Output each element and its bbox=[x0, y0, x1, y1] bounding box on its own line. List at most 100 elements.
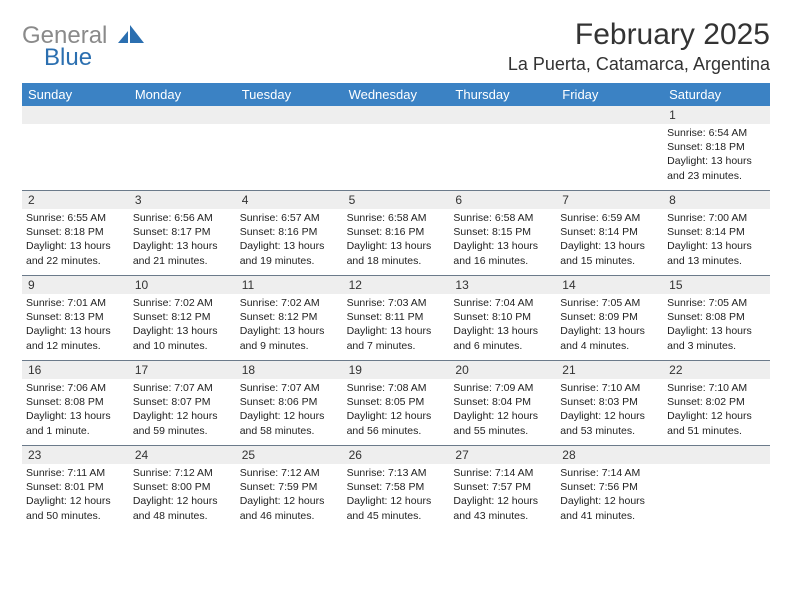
calendar-day: 13 Sunrise: 7:04 AMSunset: 8:10 PMDayligh… bbox=[449, 276, 556, 360]
daylight-text: Daylight: 12 hours and 46 minutes. bbox=[240, 494, 339, 522]
day-details: Sunrise: 7:05 AMSunset: 8:08 PMDaylight:… bbox=[667, 296, 766, 353]
sunset-text: Sunset: 8:13 PM bbox=[26, 310, 125, 324]
sunrise-text: Sunrise: 7:13 AM bbox=[347, 466, 446, 480]
calendar-day: 27 Sunrise: 7:14 AMSunset: 7:57 PMDayligh… bbox=[449, 446, 556, 530]
daylight-text: Daylight: 12 hours and 53 minutes. bbox=[560, 409, 659, 437]
sunrise-text: Sunrise: 7:10 AM bbox=[560, 381, 659, 395]
sunrise-text: Sunrise: 6:57 AM bbox=[240, 211, 339, 225]
day-details: Sunrise: 6:59 AMSunset: 8:14 PMDaylight:… bbox=[560, 211, 659, 268]
day-number: 21 bbox=[556, 361, 663, 379]
weekday-label: Friday bbox=[556, 83, 663, 106]
sunrise-text: Sunrise: 7:09 AM bbox=[453, 381, 552, 395]
sunrise-text: Sunrise: 7:14 AM bbox=[453, 466, 552, 480]
day-number: 12 bbox=[343, 276, 450, 294]
sunrise-text: Sunrise: 7:08 AM bbox=[347, 381, 446, 395]
day-details: Sunrise: 7:11 AMSunset: 8:01 PMDaylight:… bbox=[26, 466, 125, 523]
sunset-text: Sunset: 8:09 PM bbox=[560, 310, 659, 324]
day-details: Sunrise: 7:06 AMSunset: 8:08 PMDaylight:… bbox=[26, 381, 125, 438]
day-details: Sunrise: 7:14 AMSunset: 7:56 PMDaylight:… bbox=[560, 466, 659, 523]
weekday-label: Tuesday bbox=[236, 83, 343, 106]
daylight-text: Daylight: 13 hours and 13 minutes. bbox=[667, 239, 766, 267]
day-number: 22 bbox=[663, 361, 770, 379]
day-details: Sunrise: 7:14 AMSunset: 7:57 PMDaylight:… bbox=[453, 466, 552, 523]
day-number: 10 bbox=[129, 276, 236, 294]
day-details: Sunrise: 6:58 AMSunset: 8:15 PMDaylight:… bbox=[453, 211, 552, 268]
calendar-grid: Sunday Monday Tuesday Wednesday Thursday… bbox=[22, 83, 770, 530]
day-number: 26 bbox=[343, 446, 450, 464]
daylight-text: Daylight: 12 hours and 58 minutes. bbox=[240, 409, 339, 437]
sunset-text: Sunset: 7:57 PM bbox=[453, 480, 552, 494]
calendar-day bbox=[663, 446, 770, 530]
daylight-text: Daylight: 13 hours and 23 minutes. bbox=[667, 154, 766, 182]
daylight-text: Daylight: 12 hours and 43 minutes. bbox=[453, 494, 552, 522]
sunset-text: Sunset: 7:59 PM bbox=[240, 480, 339, 494]
sunset-text: Sunset: 7:58 PM bbox=[347, 480, 446, 494]
weekday-header: Sunday Monday Tuesday Wednesday Thursday… bbox=[22, 83, 770, 106]
calendar-day bbox=[129, 106, 236, 190]
day-number: 20 bbox=[449, 361, 556, 379]
calendar-day: 18Sunrise: 7:07 AMSunset: 8:06 PMDayligh… bbox=[236, 361, 343, 445]
weekday-label: Wednesday bbox=[343, 83, 450, 106]
calendar-day: 8Sunrise: 7:00 AMSunset: 8:14 PMDaylight… bbox=[663, 191, 770, 275]
calendar-day: 16Sunrise: 7:06 AMSunset: 8:08 PMDayligh… bbox=[22, 361, 129, 445]
day-number: 13 bbox=[449, 276, 556, 294]
sunrise-text: Sunrise: 7:07 AM bbox=[240, 381, 339, 395]
daylight-text: Daylight: 13 hours and 7 minutes. bbox=[347, 324, 446, 352]
day-details: Sunrise: 7:10 AMSunset: 8:02 PMDaylight:… bbox=[667, 381, 766, 438]
daylight-text: Daylight: 13 hours and 15 minutes. bbox=[560, 239, 659, 267]
calendar-day: 12Sunrise: 7:03 AMSunset: 8:11 PMDayligh… bbox=[343, 276, 450, 360]
day-number: 2 bbox=[22, 191, 129, 209]
day-number bbox=[663, 446, 770, 464]
daylight-text: Daylight: 13 hours and 22 minutes. bbox=[26, 239, 125, 267]
calendar-day: 9Sunrise: 7:01 AMSunset: 8:13 PMDaylight… bbox=[22, 276, 129, 360]
daylight-text: Daylight: 12 hours and 45 minutes. bbox=[347, 494, 446, 522]
daylight-text: Daylight: 13 hours and 21 minutes. bbox=[133, 239, 232, 267]
daylight-text: Daylight: 12 hours and 41 minutes. bbox=[560, 494, 659, 522]
calendar-page: General Blue February 2025 La Puerta, Ca… bbox=[0, 0, 792, 540]
calendar-day: 3Sunrise: 6:56 AMSunset: 8:17 PMDaylight… bbox=[129, 191, 236, 275]
sunrise-text: Sunrise: 7:10 AM bbox=[667, 381, 766, 395]
calendar-day: 21Sunrise: 7:10 AMSunset: 8:03 PMDayligh… bbox=[556, 361, 663, 445]
calendar-day bbox=[236, 106, 343, 190]
sunset-text: Sunset: 8:07 PM bbox=[133, 395, 232, 409]
weeks-container: 1Sunrise: 6:54 AMSunset: 8:18 PMDaylight… bbox=[22, 106, 770, 530]
day-number: 4 bbox=[236, 191, 343, 209]
calendar-day: 11Sunrise: 7:02 AMSunset: 8:12 PMDayligh… bbox=[236, 276, 343, 360]
sunrise-text: Sunrise: 7:04 AM bbox=[453, 296, 552, 310]
calendar-day bbox=[449, 106, 556, 190]
sunset-text: Sunset: 8:16 PM bbox=[347, 225, 446, 239]
day-number bbox=[556, 106, 663, 124]
calendar-day: 28 Sunrise: 7:14 AMSunset: 7:56 PMDayligh… bbox=[556, 446, 663, 530]
calendar-day: 2Sunrise: 6:55 AMSunset: 8:18 PMDaylight… bbox=[22, 191, 129, 275]
day-number bbox=[22, 106, 129, 124]
daylight-text: Daylight: 13 hours and 1 minute. bbox=[26, 409, 125, 437]
calendar-day bbox=[22, 106, 129, 190]
calendar-day bbox=[556, 106, 663, 190]
day-number: 9 bbox=[22, 276, 129, 294]
location-text: La Puerta, Catamarca, Argentina bbox=[508, 54, 770, 75]
day-number: 28 bbox=[556, 446, 663, 464]
sunrise-text: Sunrise: 7:01 AM bbox=[26, 296, 125, 310]
weekday-label: Thursday bbox=[449, 83, 556, 106]
day-details: Sunrise: 7:12 AMSunset: 8:00 PMDaylight:… bbox=[133, 466, 232, 523]
sunset-text: Sunset: 8:16 PM bbox=[240, 225, 339, 239]
day-number bbox=[129, 106, 236, 124]
sunrise-text: Sunrise: 7:00 AM bbox=[667, 211, 766, 225]
day-number: 19 bbox=[343, 361, 450, 379]
day-number: 27 bbox=[449, 446, 556, 464]
day-number: 7 bbox=[556, 191, 663, 209]
sunset-text: Sunset: 8:06 PM bbox=[240, 395, 339, 409]
day-details: Sunrise: 7:07 AMSunset: 8:06 PMDaylight:… bbox=[240, 381, 339, 438]
calendar-week: 2Sunrise: 6:55 AMSunset: 8:18 PMDaylight… bbox=[22, 190, 770, 275]
daylight-text: Daylight: 13 hours and 16 minutes. bbox=[453, 239, 552, 267]
sunset-text: Sunset: 8:04 PM bbox=[453, 395, 552, 409]
day-details: Sunrise: 7:08 AMSunset: 8:05 PMDaylight:… bbox=[347, 381, 446, 438]
day-details: Sunrise: 7:13 AMSunset: 7:58 PMDaylight:… bbox=[347, 466, 446, 523]
sunset-text: Sunset: 8:11 PM bbox=[347, 310, 446, 324]
title-block: February 2025 La Puerta, Catamarca, Arge… bbox=[508, 18, 770, 75]
daylight-text: Daylight: 13 hours and 4 minutes. bbox=[560, 324, 659, 352]
daylight-text: Daylight: 13 hours and 10 minutes. bbox=[133, 324, 232, 352]
day-number: 1 bbox=[663, 106, 770, 124]
day-details: Sunrise: 7:04 AMSunset: 8:10 PMDaylight:… bbox=[453, 296, 552, 353]
calendar-day: 1Sunrise: 6:54 AMSunset: 8:18 PMDaylight… bbox=[663, 106, 770, 190]
